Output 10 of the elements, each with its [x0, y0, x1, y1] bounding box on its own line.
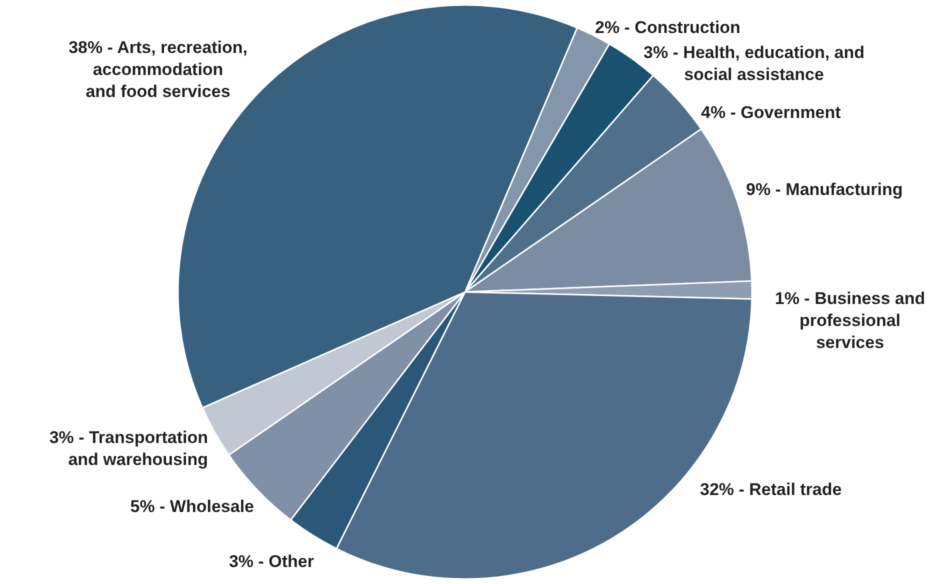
slice-label: 3% - Transportation and warehousing — [49, 428, 208, 469]
slice-label: 3% - Health, education, and social assistance — [643, 43, 865, 84]
slice-label: 9% - Manufacturing — [746, 180, 903, 199]
slice-label: 2% - Construction — [595, 18, 740, 37]
slice-label: 32% - Retail trade — [700, 480, 842, 499]
slice-label: 38% - Arts, recreation, accommodation and food services — [68, 38, 248, 101]
slice-label: 5% - Wholesale — [130, 497, 254, 516]
slice-label: 1% - Business and professional services — [774, 289, 926, 352]
slice-label: 4% - Government — [701, 103, 842, 122]
slice-label: 3% - Other — [228, 552, 314, 571]
